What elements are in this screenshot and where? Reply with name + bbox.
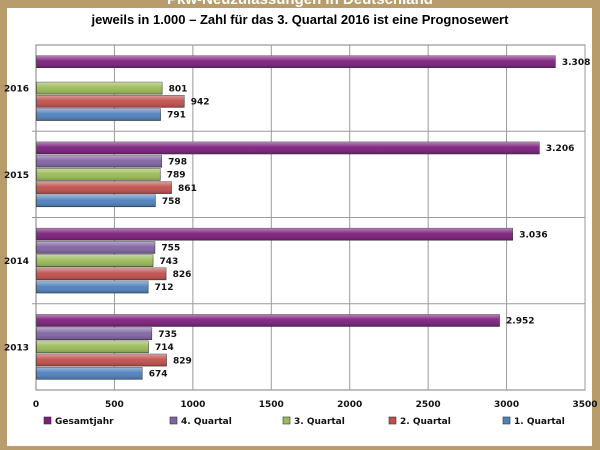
bar-value-label: 861 xyxy=(178,184,197,194)
chart-subtitle: jeweils in 1.000 – Zahl für das 3. Quart… xyxy=(91,12,509,27)
bar-shine xyxy=(36,141,540,154)
legend-label: 2. Quartal xyxy=(400,417,451,427)
bar-shine xyxy=(36,95,185,108)
bar-shine xyxy=(36,340,149,353)
bar-value-label: 714 xyxy=(155,343,174,353)
category-label-2013: 2013 xyxy=(4,343,29,353)
legend-label: 3. Quartal xyxy=(294,417,345,427)
bar-value-label: 798 xyxy=(168,157,187,167)
bar-value-label: 829 xyxy=(173,356,192,366)
bar-shine xyxy=(36,241,155,254)
legend-swatch xyxy=(43,416,52,425)
title-band: Pkw-Neuzulassungen in Deutschland xyxy=(7,0,592,8)
legend-swatch xyxy=(388,416,397,425)
x-tick-label: 2500 xyxy=(416,400,441,410)
bar-value-label: 3.036 xyxy=(519,230,547,240)
bar-shine xyxy=(36,354,167,367)
bar-shine xyxy=(36,82,163,95)
bar-shine xyxy=(36,281,149,294)
bar-shine xyxy=(36,228,513,241)
bar-shine xyxy=(36,168,161,181)
bar-value-label: 712 xyxy=(155,283,174,293)
x-tick-label: 2000 xyxy=(337,400,362,410)
bar-value-label: 826 xyxy=(173,270,192,280)
bar-shine xyxy=(36,194,156,207)
bar-value-label: 758 xyxy=(162,197,181,207)
x-tick-label: 1500 xyxy=(259,400,284,410)
bar-value-label: 3.308 xyxy=(562,58,590,68)
legend-label: 1. Quartal xyxy=(514,417,565,427)
bar-shine xyxy=(36,267,167,280)
bar-shine xyxy=(36,327,152,340)
legend-label: 4. Quartal xyxy=(181,417,232,427)
bar-shine xyxy=(36,367,143,380)
legend-swatch xyxy=(502,416,511,425)
legend-swatch xyxy=(169,416,178,425)
bar-shine xyxy=(36,254,154,267)
bar-value-label: 735 xyxy=(158,330,177,340)
category-label-2014: 2014 xyxy=(4,257,29,267)
bar-shine xyxy=(36,181,172,194)
bar-value-label: 755 xyxy=(161,244,180,254)
x-tick-label: 3500 xyxy=(572,400,597,410)
bar-shine xyxy=(36,155,162,168)
x-tick-label: 500 xyxy=(105,400,124,410)
bar-shine xyxy=(36,314,500,327)
bar-shine xyxy=(36,55,556,68)
legend-label: Gesamtjahr xyxy=(55,417,114,427)
bar-shine xyxy=(36,108,161,121)
bar-value-label: 2.952 xyxy=(506,317,534,327)
bar-value-label: 801 xyxy=(169,84,188,94)
x-tick-label: 1000 xyxy=(180,400,205,410)
bar-value-label: 674 xyxy=(149,369,168,379)
bar-value-label: 942 xyxy=(191,98,210,108)
x-tick-label: 3000 xyxy=(494,400,519,410)
bar-value-label: 789 xyxy=(167,171,186,181)
chart-title: Pkw-Neuzulassungen in Deutschland xyxy=(7,0,592,8)
bar-value-label: 3.206 xyxy=(546,144,574,154)
category-label-2015: 2015 xyxy=(4,171,29,181)
legend-swatch xyxy=(282,416,291,425)
x-tick-label: 0 xyxy=(33,400,39,410)
category-label-2016: 2016 xyxy=(4,85,29,95)
bar-value-label: 791 xyxy=(167,111,186,121)
bar-value-label: 743 xyxy=(160,257,179,267)
